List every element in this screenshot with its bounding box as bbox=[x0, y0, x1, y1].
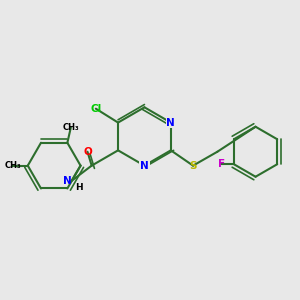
Text: N: N bbox=[140, 160, 149, 171]
Text: N: N bbox=[167, 118, 175, 128]
Text: O: O bbox=[83, 147, 92, 157]
Text: S: S bbox=[189, 160, 197, 171]
Text: CH₃: CH₃ bbox=[4, 161, 21, 170]
Text: N: N bbox=[63, 176, 71, 186]
Text: F: F bbox=[218, 159, 225, 169]
Text: Cl: Cl bbox=[90, 104, 101, 114]
Text: CH₃: CH₃ bbox=[62, 123, 79, 132]
Text: H: H bbox=[75, 183, 82, 192]
